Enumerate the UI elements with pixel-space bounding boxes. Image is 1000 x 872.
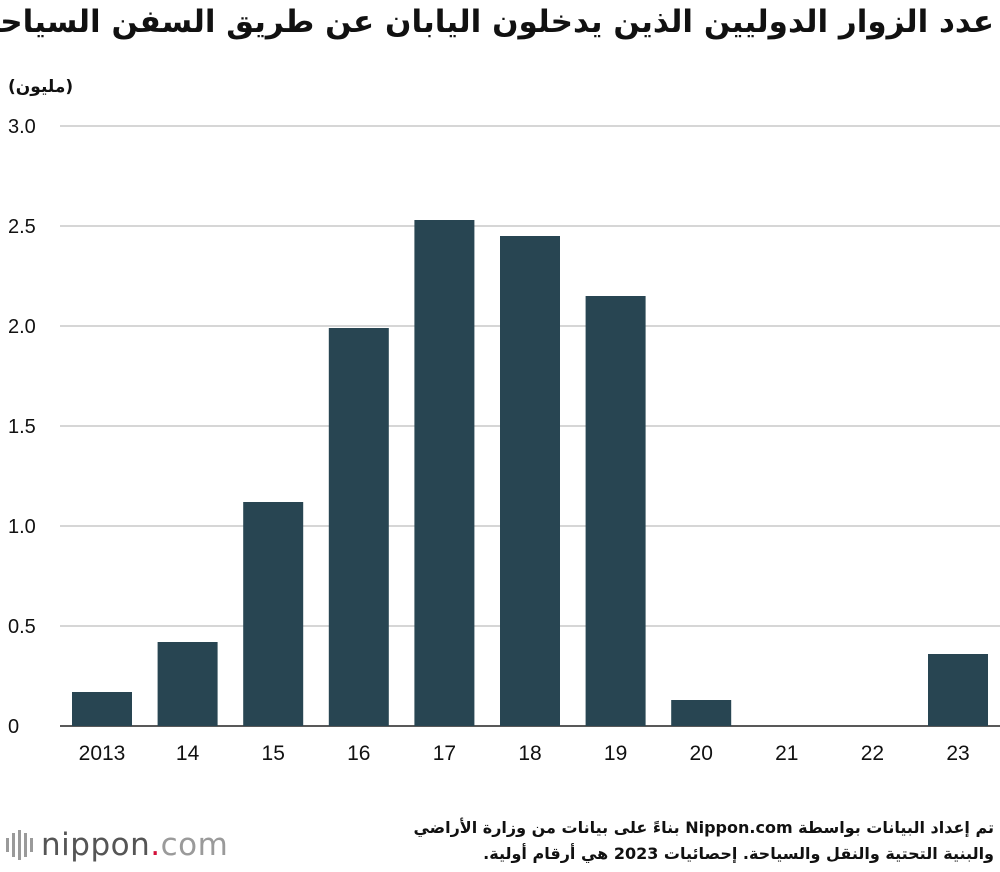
bar [671,700,732,726]
bar [243,502,304,726]
x-tick-label: 23 [946,742,969,765]
y-tick-labels: 0 0.5 1.0 1.5 2.0 2.5 3.0 [8,116,36,738]
y-tick-label: 0 [8,716,19,738]
bar [157,642,218,726]
x-tick-label: 14 [176,742,200,765]
x-tick-label: 17 [433,742,456,765]
x-tick-label: 19 [604,742,627,765]
bar [72,692,132,726]
logo-bars-icon [6,830,33,860]
y-tick-label: 0.5 [8,616,36,638]
y-tick-label: 2.0 [8,316,36,338]
y-axis-unit-label: (مليون) [8,77,74,97]
bar [928,654,988,726]
x-tick-label: 15 [262,742,285,765]
bar-chart: 0 0.5 1.0 1.5 2.0 2.5 3.0 2013 14 15 16 17 18 19 20 21… [8,116,1000,765]
logo-dot: . [150,827,161,863]
y-tick-label: 2.5 [8,216,36,238]
x-tick-label: 22 [861,742,884,765]
bar [328,328,389,726]
bar [500,236,560,726]
x-tick-labels: 2013 14 15 16 17 18 19 20 21 22 23 [79,742,970,765]
bar [585,296,646,726]
chart-title: عدد الزوار الدوليين الذين يدخلون اليابان… [0,4,994,40]
logo-wordmark: nippon.com [41,827,228,863]
source-note: تم إعداد البيانات بواسطة Nippon.com بناء… [354,815,994,867]
nippon-logo: nippon.com [6,825,228,865]
bar [414,220,475,726]
y-tick-label: 3.0 [8,116,36,138]
logo-suffix-text: com [160,827,229,863]
y-tick-label: 1.5 [8,416,36,438]
y-tick-label: 1.0 [8,516,36,538]
source-line-1: تم إعداد البيانات بواسطة Nippon.com بناء… [413,818,994,837]
x-tick-label: 20 [690,742,713,765]
x-tick-label: 21 [775,742,798,765]
x-tick-label: 16 [347,742,370,765]
x-tick-label: 2013 [79,742,126,765]
logo-main-text: nippon [41,827,151,863]
bars [72,220,988,726]
x-tick-label: 18 [518,742,541,765]
source-line-2: والبنية التحتية والنقل والسياحة. إحصائيا… [483,844,994,863]
